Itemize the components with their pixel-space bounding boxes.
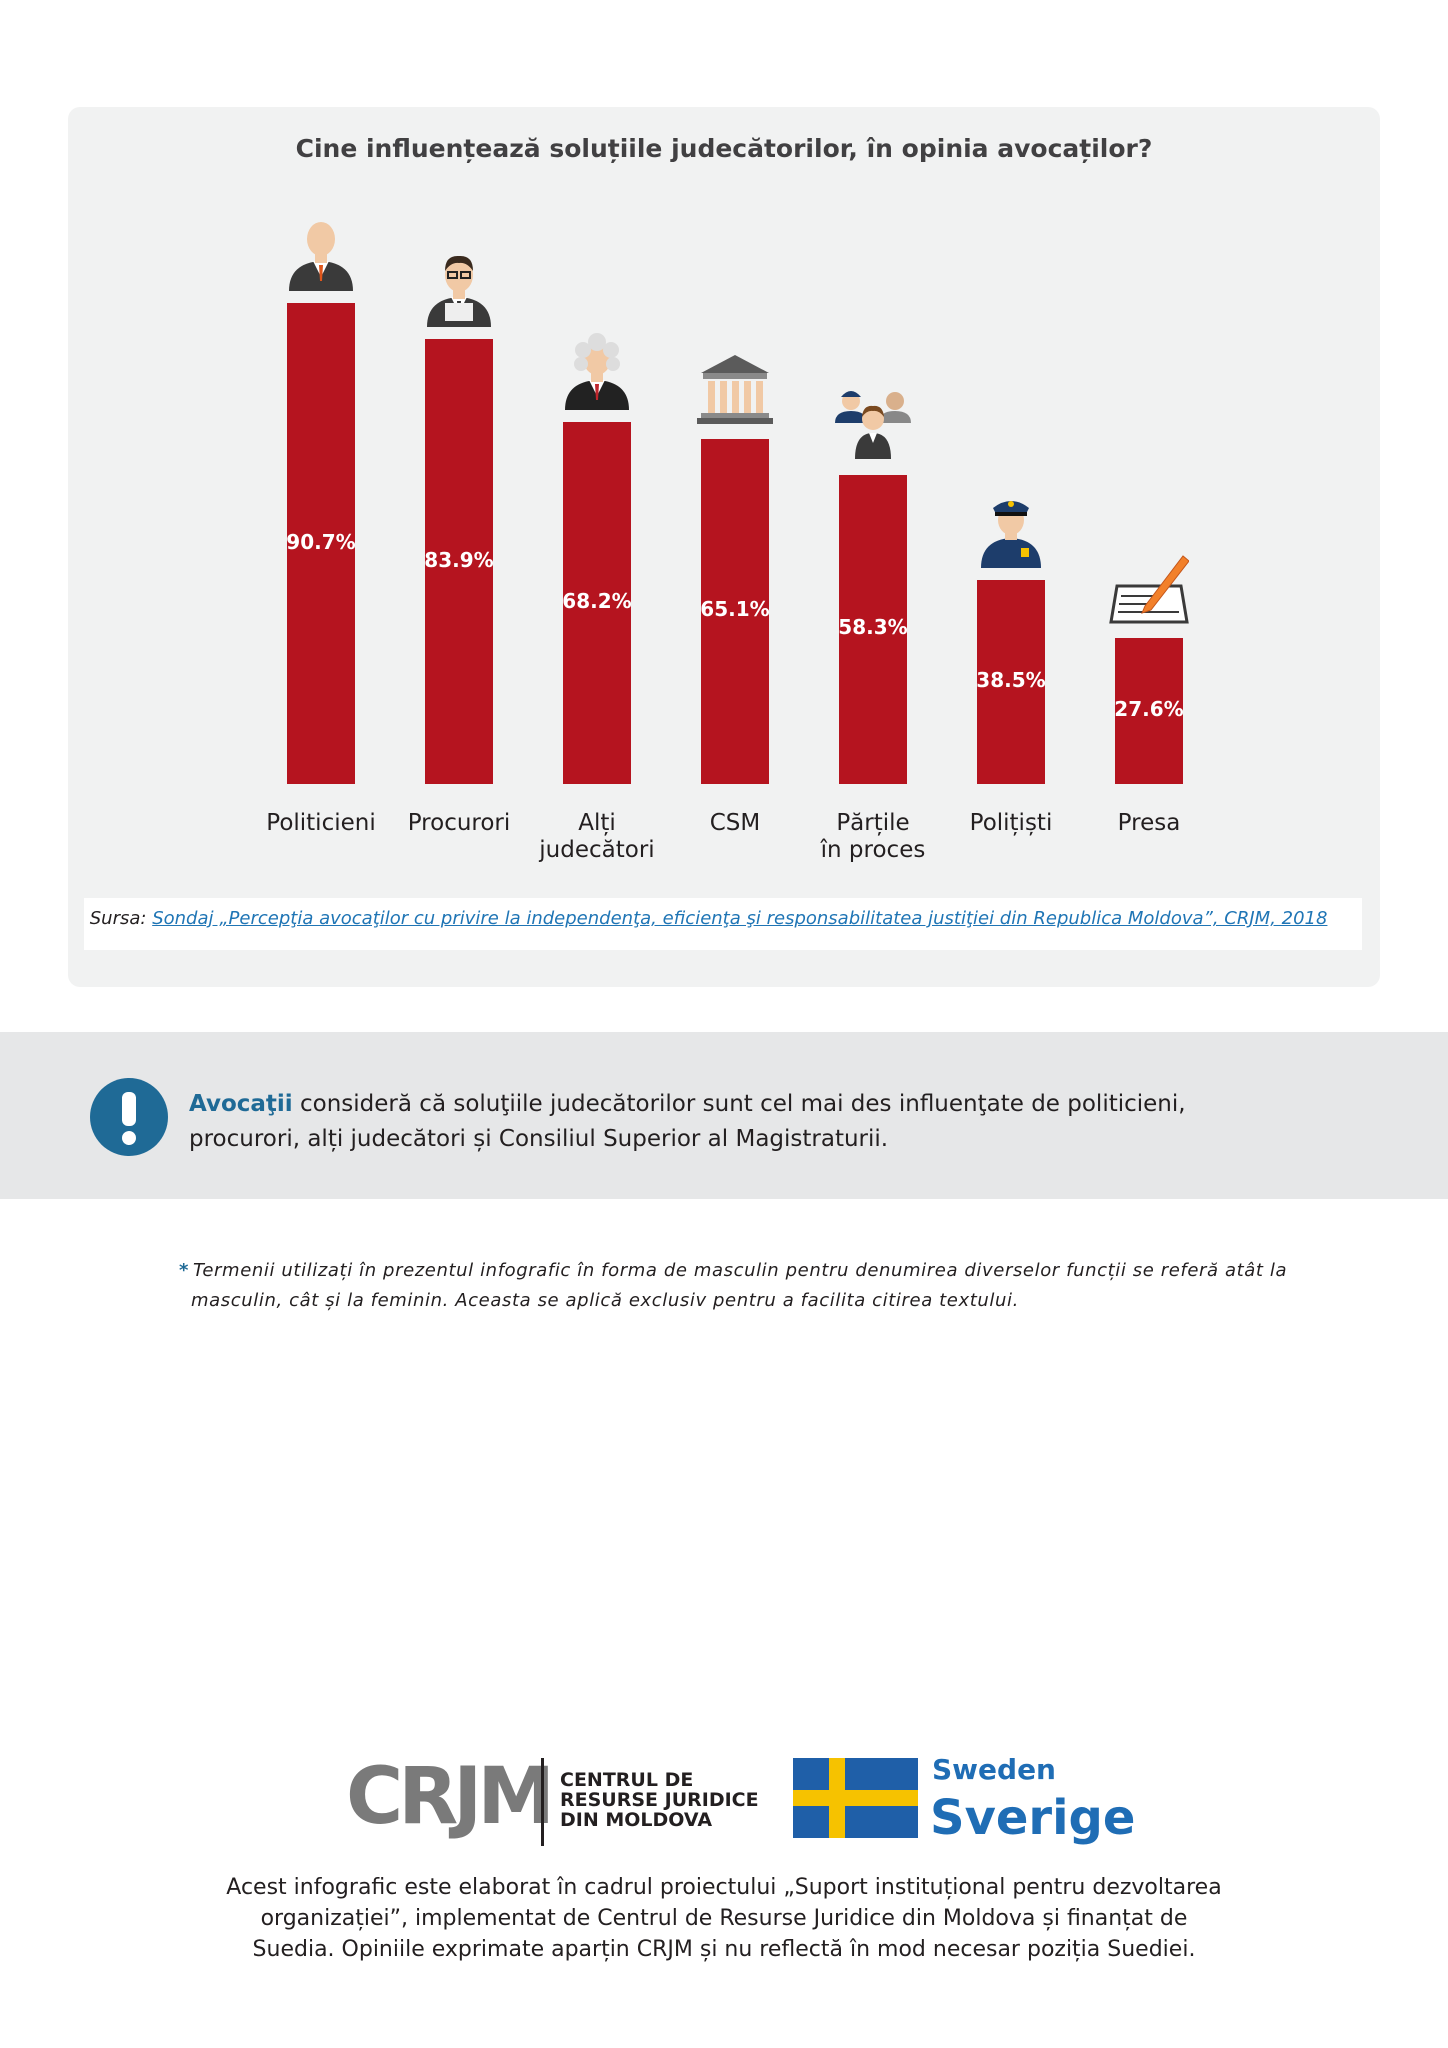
chart: 90.7% Politicieni 83.9% Procurori 68.2% Alți … — [0, 0, 1448, 900]
bar — [839, 474, 907, 784]
category-icon — [971, 488, 1051, 568]
bar — [563, 422, 631, 784]
source: Sursa: Sondaj „Percepţia avocaţilor cu p… — [84, 898, 1362, 950]
callout-highlight: Avocaţii — [189, 1091, 293, 1117]
value-label: 65.1% — [700, 597, 770, 622]
crjm-name-line: RESURSE JURIDICE — [560, 1789, 759, 1811]
sweden-flag — [793, 1758, 918, 1838]
category-label: Alți judecători — [539, 810, 655, 863]
value-label: 38.5% — [976, 667, 1046, 692]
crjm-name: CENTRUL DE RESURSE JURIDICE DIN MOLDOVA — [560, 1770, 759, 1830]
value-label: 27.6% — [1114, 696, 1184, 721]
footnote-marker: * — [179, 1260, 190, 1281]
category-icon — [419, 247, 499, 328]
footer: Acest infografic este elaborat în cadrul… — [226, 1875, 1222, 1962]
category-icon — [557, 330, 637, 411]
bar — [1115, 637, 1183, 784]
category-icon — [281, 211, 361, 292]
crjm-name-line: DIN MOLDOVA — [560, 1809, 713, 1831]
sweden-label: Sweden — [932, 1753, 1056, 1786]
footnote: * Termenii utilizați în prezentul infogra… — [179, 1256, 1291, 1316]
category-label: Procurori — [407, 810, 511, 836]
bar — [287, 303, 355, 784]
category-label: CSM — [709, 810, 761, 836]
alert-icon — [90, 1078, 168, 1156]
source-link[interactable]: Sondaj „Percepţia avocaţilor cu privire … — [152, 908, 1328, 929]
callout: Avocaţii consideră că soluţiile judecăto… — [189, 1087, 1289, 1157]
footnote-text: Termenii utilizați în prezentul infograf… — [191, 1260, 1288, 1311]
value-label: 90.7% — [286, 529, 356, 554]
bar — [977, 579, 1045, 784]
category-label: Polițiști — [969, 810, 1053, 836]
callout-band — [0, 1032, 1448, 1199]
value-label: 68.2% — [562, 589, 632, 614]
category-label: Părțile în proces — [820, 810, 926, 863]
category-icon — [1109, 546, 1190, 626]
callout-text: consideră că soluţiile judecătorilor sun… — [189, 1091, 1186, 1152]
bar — [701, 438, 769, 784]
crjm-name-line: CENTRUL DE — [560, 1769, 694, 1791]
value-label: 83.9% — [424, 547, 494, 572]
sverige-label: Sverige — [930, 1790, 1136, 1846]
crjm-logo: CRJM — [346, 1752, 555, 1842]
chart-title: Cine influențează soluțiile judecătorilo… — [295, 134, 1153, 163]
category-icon — [695, 347, 775, 427]
bar — [425, 339, 493, 784]
category-icon — [833, 383, 913, 463]
logo-separator — [541, 1758, 544, 1846]
source-label: Sursa: — [89, 908, 147, 929]
value-label: 58.3% — [838, 615, 908, 640]
category-label: Politicieni — [266, 810, 376, 836]
category-label: Presa — [1117, 810, 1181, 836]
